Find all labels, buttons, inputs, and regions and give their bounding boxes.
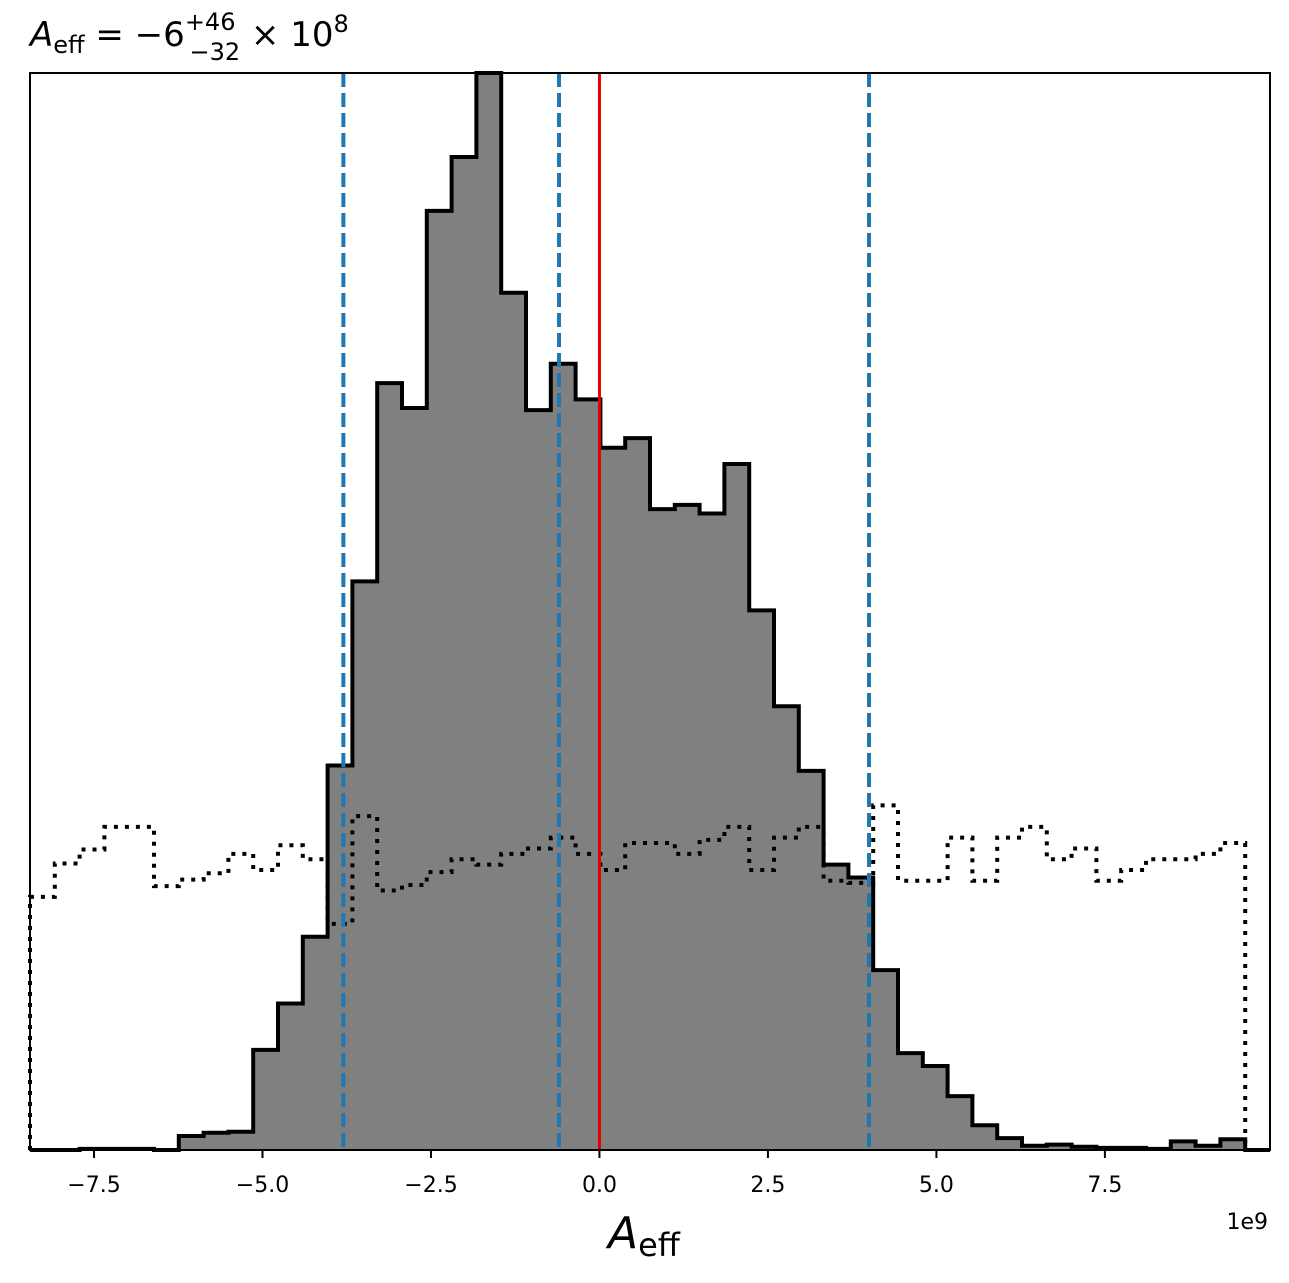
histogram-bar <box>476 73 502 1150</box>
histogram-bar <box>749 610 775 1150</box>
histogram-bar <box>774 706 800 1150</box>
x-tick-label: −7.5 <box>67 1173 120 1198</box>
histogram-bar <box>1195 1145 1221 1150</box>
x-axis-label: Aeff <box>605 1208 681 1264</box>
histogram-marks <box>28 71 1270 1152</box>
title-multiplier: × 10 <box>240 15 333 55</box>
histogram-bar <box>203 1132 229 1150</box>
histogram-outline <box>30 71 1270 1152</box>
histogram-bar <box>798 770 825 1150</box>
x-tick-label: 7.5 <box>1087 1173 1122 1198</box>
histogram-bar <box>873 970 899 1150</box>
histogram-bar <box>699 513 725 1150</box>
histogram-bar <box>1022 1145 1048 1150</box>
histogram-bar <box>228 1131 254 1150</box>
title-lower-error: −32 <box>189 38 240 66</box>
histogram-bar <box>352 581 378 1150</box>
x-tick-label: −2.5 <box>404 1173 457 1198</box>
x-tick-label: 2.5 <box>750 1173 785 1198</box>
histogram-bar <box>1046 1144 1073 1150</box>
histogram-bar <box>947 1096 973 1150</box>
x-tick-label: 0.0 <box>582 1173 617 1198</box>
histogram-bar <box>724 463 750 1150</box>
x-tick-label: 5.0 <box>919 1173 954 1198</box>
histogram-bar <box>972 1125 998 1150</box>
reference-lines <box>341 73 872 1150</box>
histogram-bar <box>402 407 428 1150</box>
histogram-bar <box>625 438 651 1150</box>
title-symbol: A <box>28 15 53 55</box>
histogram-bar <box>501 292 527 1150</box>
title-subscript: eff <box>53 31 85 59</box>
histogram-bar <box>823 864 849 1150</box>
histogram-bar <box>327 765 353 1150</box>
histogram-bar <box>278 1003 304 1150</box>
histogram-bar <box>922 1065 949 1150</box>
x-axis-label-symbol: A <box>605 1208 638 1259</box>
title-value: = −6 <box>85 15 185 55</box>
x-tick-label: −5.0 <box>236 1173 289 1198</box>
axes-frame <box>29 72 1271 1151</box>
histogram-bar <box>1220 1139 1246 1150</box>
histogram-bar <box>451 157 477 1151</box>
histogram-bar <box>600 447 626 1150</box>
histogram-bar <box>178 1135 205 1150</box>
histogram-bar <box>650 509 676 1150</box>
chart-title: Aeff = −6+46 −32 × 108 <box>28 8 349 66</box>
title-exponent: 8 <box>334 10 349 38</box>
histogram-bar <box>550 363 577 1150</box>
x-axis-ticks: −7.5 −5.0 −2.5 0.0 2.5 5.0 7.5 <box>67 1150 1122 1198</box>
histogram-bar <box>526 410 552 1150</box>
x-axis-offset-text: 1e9 <box>1226 1210 1268 1235</box>
histogram-bar <box>674 504 701 1150</box>
histogram-bar <box>302 936 329 1150</box>
histogram-bar <box>575 399 601 1150</box>
histogram-bar <box>426 210 453 1150</box>
histogram-bar <box>997 1138 1023 1150</box>
x-axis-label-subscript: eff <box>638 1226 681 1264</box>
histogram-bar <box>898 1053 924 1150</box>
histogram-bar <box>1170 1141 1197 1150</box>
histogram-bar <box>377 383 403 1150</box>
histogram-bar <box>253 1049 279 1150</box>
title-upper-error: +46 <box>185 8 236 36</box>
